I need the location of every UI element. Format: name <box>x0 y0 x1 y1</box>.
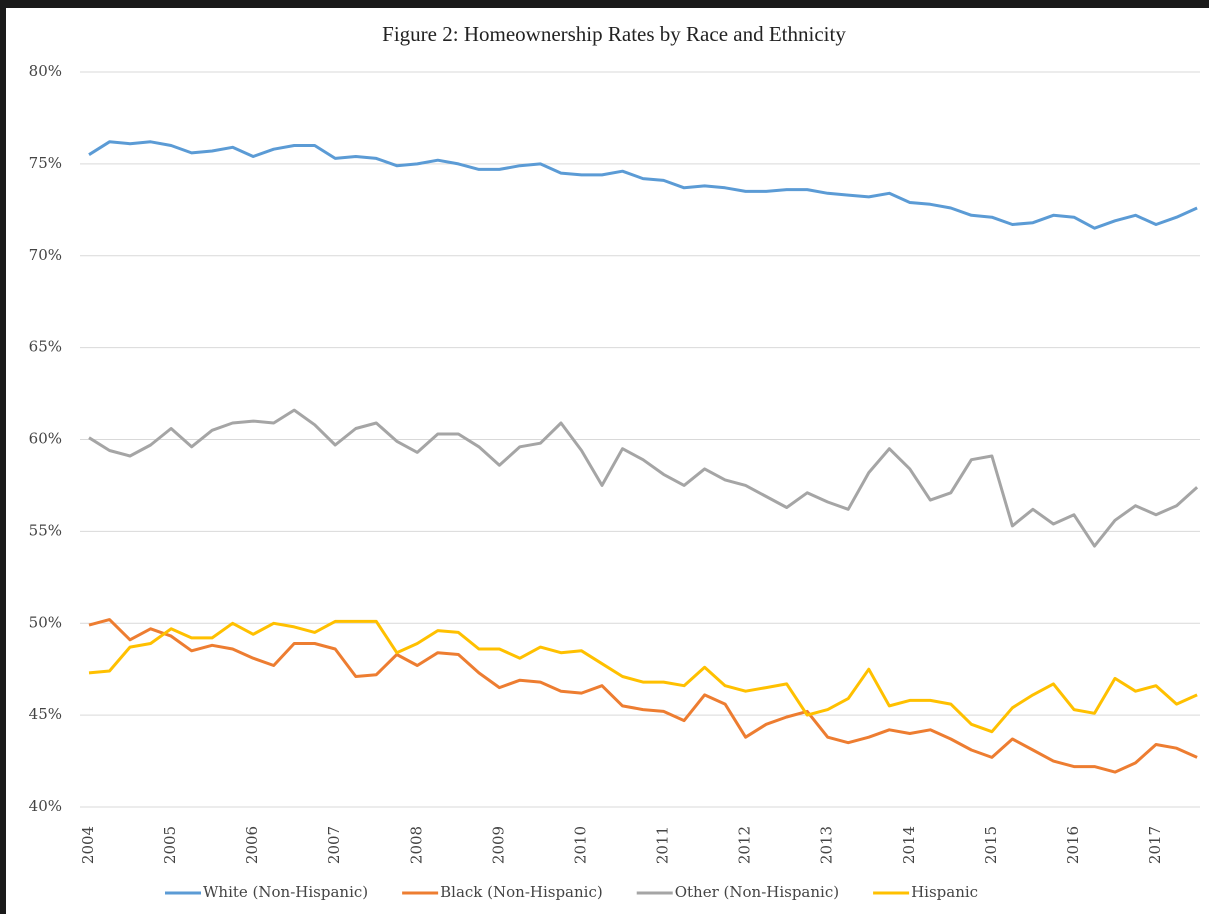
x-tick-label: 2014 <box>900 826 918 864</box>
series-line <box>88 140 1198 230</box>
y-tick-label: 60% <box>29 430 62 448</box>
frame-left <box>0 0 6 914</box>
x-tick-label: 2017 <box>1146 826 1164 864</box>
x-tick-label: 2008 <box>407 826 425 864</box>
y-tick-label: 75% <box>29 154 62 172</box>
series-line <box>88 619 1198 734</box>
x-tick-label: 2012 <box>736 826 754 864</box>
x-tick-label: 2015 <box>982 826 1000 864</box>
chart-title: Figure 2: Homeownership Rates by Race an… <box>382 22 846 46</box>
y-tick-label: 65% <box>29 338 62 356</box>
x-tick-label: 2011 <box>654 826 672 864</box>
y-tick-label: 50% <box>29 613 62 631</box>
x-tick-label: 2006 <box>243 826 261 864</box>
frame-top <box>0 0 1209 8</box>
x-tick-label: 2009 <box>489 826 507 864</box>
legend-label: Hispanic <box>911 883 978 901</box>
x-tick-label: 2010 <box>571 826 589 864</box>
x-tick-label: 2013 <box>818 826 836 864</box>
x-tick-label: 2004 <box>79 826 97 864</box>
y-tick-label: 70% <box>29 246 62 264</box>
x-tick-label: 2005 <box>161 826 179 864</box>
x-tick-label: 2007 <box>325 826 343 864</box>
legend-label: Other (Non-Hispanic) <box>675 883 839 901</box>
y-tick-label: 80% <box>29 62 62 80</box>
x-tick-label: 2016 <box>1064 826 1082 864</box>
legend-label: Black (Non-Hispanic) <box>440 883 603 901</box>
series-line <box>88 408 1199 548</box>
legend-label: White (Non-Hispanic) <box>203 883 368 901</box>
series-line <box>88 618 1198 774</box>
y-tick-label: 40% <box>29 797 62 815</box>
y-tick-label: 45% <box>29 705 62 723</box>
y-tick-label: 55% <box>29 521 62 539</box>
